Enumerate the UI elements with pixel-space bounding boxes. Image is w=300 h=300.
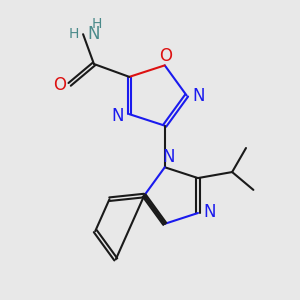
Text: N: N	[192, 86, 205, 104]
Text: O: O	[159, 47, 172, 65]
Text: N: N	[111, 107, 124, 125]
Text: N: N	[163, 148, 175, 166]
Text: N: N	[204, 203, 216, 221]
Text: O: O	[53, 76, 66, 94]
Text: H: H	[69, 27, 80, 41]
Text: N: N	[87, 25, 100, 43]
Text: H: H	[92, 17, 102, 31]
